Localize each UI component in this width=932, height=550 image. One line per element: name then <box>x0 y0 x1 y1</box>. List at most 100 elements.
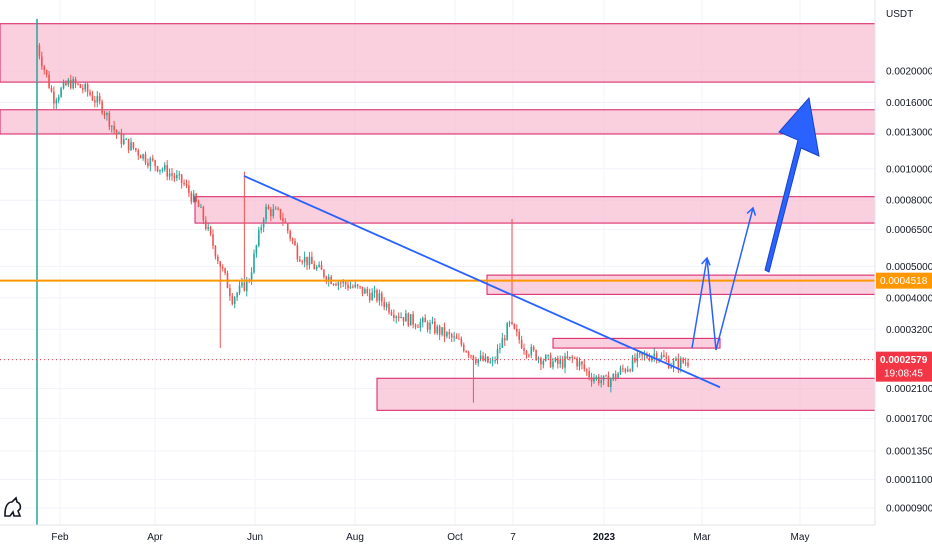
candle <box>67 77 70 88</box>
x-tick-label: May <box>791 532 810 543</box>
candle <box>48 70 50 89</box>
y-tick-label: 0.0002100 <box>886 384 932 395</box>
candle <box>614 370 617 382</box>
supply-demand-zone[interactable] <box>0 23 876 83</box>
candle <box>417 323 419 328</box>
candle <box>655 351 658 364</box>
candle <box>595 375 598 381</box>
x-tick-label: Apr <box>147 532 163 543</box>
candle <box>207 223 209 232</box>
candle <box>311 251 313 265</box>
candle <box>477 358 480 367</box>
x-axis[interactable]: Feb Apr Jun Aug Oct 7 2023 Mar May <box>0 524 875 543</box>
candle <box>585 368 588 376</box>
x-tick-label: Feb <box>51 532 69 543</box>
candle <box>77 82 79 86</box>
descending-trendline[interactable] <box>243 175 721 389</box>
candle <box>274 206 277 210</box>
candle <box>667 355 670 369</box>
unit-label: USDT <box>886 9 913 20</box>
supply-demand-zone[interactable] <box>0 109 876 135</box>
y-axis[interactable]: USDT 0.0020000 0.0016000 0.0013000 0.001000… <box>874 0 932 525</box>
candle <box>265 203 267 223</box>
tradingview-logo[interactable] <box>4 496 22 517</box>
candle <box>60 86 62 98</box>
candle <box>291 237 294 245</box>
candle <box>684 357 687 367</box>
candle <box>450 332 453 343</box>
candle <box>255 244 258 258</box>
candle <box>682 357 684 364</box>
x-tick-label: 2023 <box>593 532 616 543</box>
candle <box>376 288 378 303</box>
candle <box>569 356 571 361</box>
candle <box>561 355 564 370</box>
candle <box>212 229 214 250</box>
y-tick-label: 0.0004000 <box>886 293 932 304</box>
candle <box>424 314 426 323</box>
candle <box>557 355 559 369</box>
candle <box>641 352 643 361</box>
candle <box>236 291 238 301</box>
y-tick-label: 0.0016000 <box>886 98 932 109</box>
candle <box>516 324 518 337</box>
candles <box>36 18 689 525</box>
candle <box>607 371 610 388</box>
y-tick-label: 0.0006500 <box>886 225 932 236</box>
candle <box>289 229 291 242</box>
candle <box>91 90 94 102</box>
supply-demand-zone[interactable] <box>376 377 876 411</box>
candle <box>465 350 467 353</box>
candle <box>431 316 434 325</box>
candle <box>542 358 545 369</box>
candle <box>508 320 511 328</box>
candle <box>200 203 202 208</box>
candle <box>323 269 325 279</box>
candle <box>226 270 229 289</box>
candle <box>648 353 651 362</box>
candle <box>352 284 354 289</box>
candle <box>405 309 407 322</box>
current-price-label: 0.0002579 <box>880 355 928 366</box>
supply-demand-zone[interactable] <box>194 196 876 224</box>
candle <box>622 364 624 373</box>
candle <box>419 318 422 332</box>
candle <box>448 329 451 339</box>
candle <box>458 333 460 340</box>
candle <box>409 314 412 326</box>
projection-path-1 <box>691 257 708 349</box>
candle <box>356 283 359 289</box>
countdown-label: 19:08:45 <box>884 369 923 380</box>
candle <box>421 316 424 328</box>
candle <box>127 138 130 154</box>
candle <box>233 296 236 309</box>
supply-demand-zone[interactable] <box>486 274 876 295</box>
projection-arrowhead-2 <box>746 206 757 216</box>
candle <box>511 218 513 326</box>
candle <box>45 69 48 78</box>
candle <box>583 359 586 372</box>
candle <box>195 192 197 203</box>
candle <box>65 80 67 86</box>
candle <box>176 170 178 182</box>
candle <box>241 278 243 288</box>
candle <box>123 134 125 146</box>
x-tick-label: Aug <box>346 532 364 543</box>
current-price-tag: 0.0002579 19:08:45 <box>876 351 932 382</box>
candle <box>532 344 535 352</box>
supply-demand-zone[interactable] <box>552 337 721 349</box>
candle <box>400 312 402 319</box>
candle <box>94 96 96 108</box>
candle <box>619 365 622 375</box>
candle <box>132 142 135 150</box>
candle <box>395 315 398 324</box>
target-arrow[interactable] <box>764 96 820 273</box>
candle <box>544 354 547 362</box>
candle <box>460 336 463 347</box>
candle <box>57 94 60 104</box>
candle <box>337 280 340 291</box>
candle <box>190 190 193 205</box>
candle <box>267 204 270 210</box>
candle <box>43 64 46 75</box>
